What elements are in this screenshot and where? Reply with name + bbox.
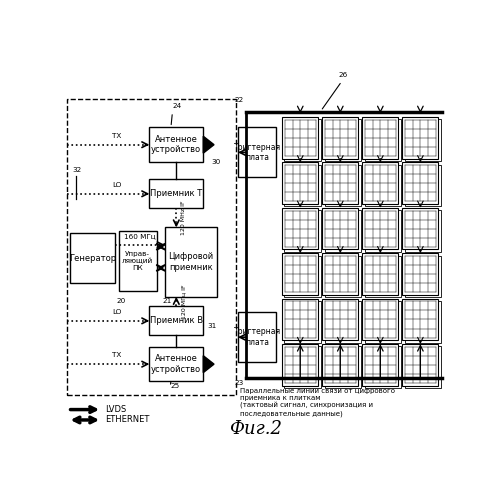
Bar [404,210,441,252]
Bar [404,301,441,343]
Bar [284,256,321,297]
Text: 32: 32 [72,166,82,172]
Bar [282,117,318,158]
Bar [402,208,438,250]
Bar [365,301,401,343]
Text: LO: LO [112,309,122,315]
Bar [238,128,276,178]
Text: Цифровой
приемник: Цифровой приемник [168,252,213,272]
Bar [284,164,321,206]
Bar [325,164,361,206]
Bar [362,208,398,250]
Bar [362,344,398,386]
Bar [284,346,321,388]
Bar [404,256,441,297]
Bar [402,162,438,204]
Bar [365,164,401,206]
Text: 24: 24 [172,103,182,109]
Text: Тригтерная
плата: Тригтерная плата [234,142,281,162]
Bar [402,344,438,386]
Text: 120 МГц IF: 120 МГц IF [181,284,186,319]
Bar [402,298,438,341]
Bar [402,254,438,295]
Bar [284,301,321,343]
Text: 120 MHz IF: 120 MHz IF [181,200,186,235]
Bar [149,128,203,162]
Text: Параллельные линии связи от цифрового
приемника к плиткам
(тактовый сигнал, синх: Параллельные линии связи от цифрового пр… [240,388,395,416]
Text: 26: 26 [338,72,347,78]
Bar [282,344,318,386]
Bar [149,306,203,336]
Bar [119,232,157,291]
Text: 30: 30 [211,159,220,165]
Text: 23: 23 [234,380,244,386]
Bar [322,298,359,341]
Text: 160 МГц: 160 МГц [124,233,155,239]
Bar [325,301,361,343]
Text: Генератор: Генератор [69,254,116,263]
Text: 22: 22 [234,98,244,103]
Text: Антенное
устройство: Антенное устройство [151,354,201,374]
Text: Тригтерная
плата: Тригтерная плата [234,328,281,347]
Text: Приемник Т: Приемник Т [150,190,202,198]
Bar [322,254,359,295]
Bar [365,210,401,252]
Text: Антенное
устройство: Антенное устройство [151,135,201,154]
Bar [325,346,361,388]
Text: TX: TX [112,352,122,358]
Bar [149,347,203,382]
Bar [238,312,276,362]
Text: Управ-
ляющий
ПК: Управ- ляющий ПК [122,251,153,272]
Bar [362,117,398,158]
Text: 20: 20 [117,298,126,304]
Bar [325,256,361,297]
Bar [362,298,398,341]
Bar [282,162,318,204]
Text: 31: 31 [207,322,216,328]
Bar [365,120,401,161]
Bar [70,233,115,283]
Bar [365,346,401,388]
Text: ETHERNET: ETHERNET [105,416,149,424]
Bar [67,98,236,395]
Bar [284,120,321,161]
Bar [402,117,438,158]
Polygon shape [203,136,214,153]
Bar [362,162,398,204]
Bar [282,254,318,295]
Bar [284,210,321,252]
Bar [149,180,203,208]
Bar [325,120,361,161]
Text: LO: LO [112,182,122,188]
Bar [325,210,361,252]
Text: Приемник В: Приемник В [150,316,203,326]
Text: 25: 25 [170,383,180,389]
Bar [404,346,441,388]
Bar [404,164,441,206]
Bar [322,117,359,158]
Bar [404,120,441,161]
Bar [282,208,318,250]
Bar [365,256,401,297]
Bar [165,228,217,297]
Bar [322,162,359,204]
Text: TX: TX [112,133,122,139]
Text: Фиг.2: Фиг.2 [229,420,282,438]
Text: 21: 21 [162,298,171,304]
Bar [322,344,359,386]
Bar [282,298,318,341]
Bar [322,208,359,250]
Bar [362,254,398,295]
Text: LVDS: LVDS [105,405,126,414]
Polygon shape [203,356,214,372]
